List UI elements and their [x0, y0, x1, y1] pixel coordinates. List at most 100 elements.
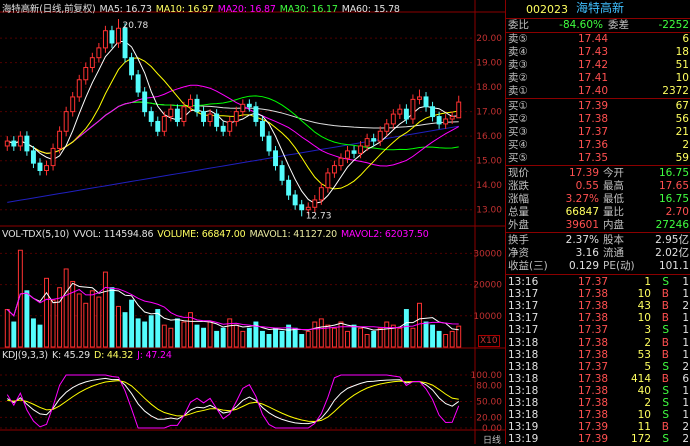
tick-volume: 40	[637, 384, 651, 397]
candle-down	[299, 204, 305, 211]
tick-side: B	[661, 372, 669, 385]
volume-bar	[4, 309, 10, 348]
candle-down	[142, 91, 148, 113]
candle-down	[253, 106, 259, 122]
tick-time: 13:17	[508, 300, 539, 313]
mavol2-line	[6, 286, 459, 331]
tick-volume: 10	[637, 288, 651, 301]
candle-up	[188, 98, 193, 108]
tick-price: 17.37	[578, 360, 609, 373]
candle-down	[148, 111, 154, 122]
tick-count: 1	[682, 312, 689, 325]
volume-bar	[122, 312, 128, 348]
ma60-value: MA60: 15.78	[341, 4, 400, 15]
tick-row: 13:17 17.38 43 B 2	[506, 300, 690, 313]
mavol1-value: MAVOL1: 41127.20	[249, 229, 338, 240]
tick-side: S	[662, 360, 669, 373]
vol-indicator-name: VOL-TDX(5,10)	[2, 229, 70, 240]
buy-order-row: 买③ 17.37 21	[506, 126, 690, 139]
candle-down	[24, 135, 30, 152]
ma10-value: MA10: 16.97	[155, 4, 214, 15]
ma10-line	[7, 57, 459, 190]
quote-row: 总量 66847 量比 2.70	[506, 206, 690, 219]
candle-down	[259, 120, 265, 137]
price-tick-label: 15.00	[476, 157, 502, 167]
volume-tick-label: 10000	[473, 312, 502, 322]
candle-up	[102, 30, 108, 49]
tick-count: 1	[682, 384, 689, 397]
candle-up	[417, 96, 422, 100]
sell-volume: 2372	[662, 85, 689, 97]
quote-value: 0.55	[575, 180, 599, 192]
quote-label: 今开	[603, 167, 624, 179]
volume-bar	[390, 324, 396, 348]
tick-count: 1	[682, 409, 689, 422]
tick-side: B	[661, 300, 669, 313]
quote-label: 量比	[603, 206, 624, 218]
candle-down	[155, 120, 161, 132]
kline-chart[interactable]: 20.00 19.00 18.00 17.00 16.00 15.00 14.00 13.00…	[0, 0, 505, 444]
info-label: 股本	[603, 234, 624, 246]
candle-down	[403, 108, 409, 120]
sell-price: 17.44	[578, 33, 609, 45]
tick-count: 2	[682, 421, 689, 434]
volume-bar	[161, 324, 167, 348]
quote-label: 总量	[508, 206, 529, 218]
tick-row: 13:16 17.37 1 S 1	[506, 276, 690, 289]
quote-value: 66847	[565, 206, 599, 218]
volume-legend: VOL-TDX(5,10) VVOL: 114594.86 VOLUME: 6684…	[2, 229, 433, 240]
tick-volume: 43	[637, 300, 651, 313]
mavol1-line	[6, 282, 459, 331]
candle-down	[122, 27, 128, 59]
candle-down	[430, 106, 436, 118]
period-label[interactable]: 日线	[483, 436, 502, 446]
volume-bar	[364, 334, 370, 348]
volume-bar	[384, 321, 390, 348]
volume-bar	[89, 290, 95, 348]
info-label: 换手	[508, 234, 529, 246]
tick-side: S	[662, 384, 669, 397]
candle-down	[194, 98, 200, 113]
volume-bar	[227, 318, 233, 348]
ma5-value: MA5: 16.73	[99, 4, 152, 15]
tick-count: 6	[682, 372, 689, 385]
sell-level-label: 卖①	[508, 85, 528, 97]
volume-bar	[345, 330, 350, 348]
volume-bar	[305, 330, 311, 348]
volume-bar	[351, 324, 357, 348]
volume-bar	[201, 327, 207, 348]
tick-price: 17.38	[578, 288, 609, 301]
candle-up	[345, 150, 350, 159]
tick-price: 17.38	[578, 397, 609, 409]
volume-bar	[174, 318, 180, 348]
tick-price: 17.38	[578, 312, 609, 325]
quote-value: 2.70	[665, 206, 689, 218]
candle-down	[109, 30, 115, 44]
j-line	[6, 374, 460, 429]
volume-bar	[312, 321, 318, 348]
candle-up	[50, 147, 56, 167]
price-tick-label: 16.00	[476, 132, 502, 142]
tick-side: S	[662, 409, 669, 422]
volume-bar	[142, 321, 148, 348]
volume-bar	[299, 334, 305, 348]
tick-count: 1	[682, 336, 689, 349]
candle-down	[279, 165, 285, 181]
sell-order-row: 卖③ 17.42 51	[506, 59, 690, 72]
volume-bar	[102, 271, 108, 348]
tick-row: 13:18 17.38 40 S 1	[506, 385, 690, 398]
tick-volume: 2	[644, 397, 651, 409]
candle-down	[11, 140, 17, 147]
tick-count: 2	[682, 433, 689, 446]
candle-up	[181, 106, 187, 122]
volume-bar	[24, 290, 30, 348]
volume-bar	[318, 318, 324, 348]
candle-down	[436, 116, 442, 125]
candle-up	[377, 130, 383, 142]
buy-level-label: 买①	[508, 100, 528, 112]
buy-order-row: 买⑤ 17.35 59	[506, 152, 690, 165]
weicha-label: 委差	[608, 19, 629, 31]
tick-price: 17.39	[578, 421, 609, 434]
candle-up	[312, 199, 318, 208]
tick-row: 13:19 17.39 11 B 2	[506, 421, 690, 434]
